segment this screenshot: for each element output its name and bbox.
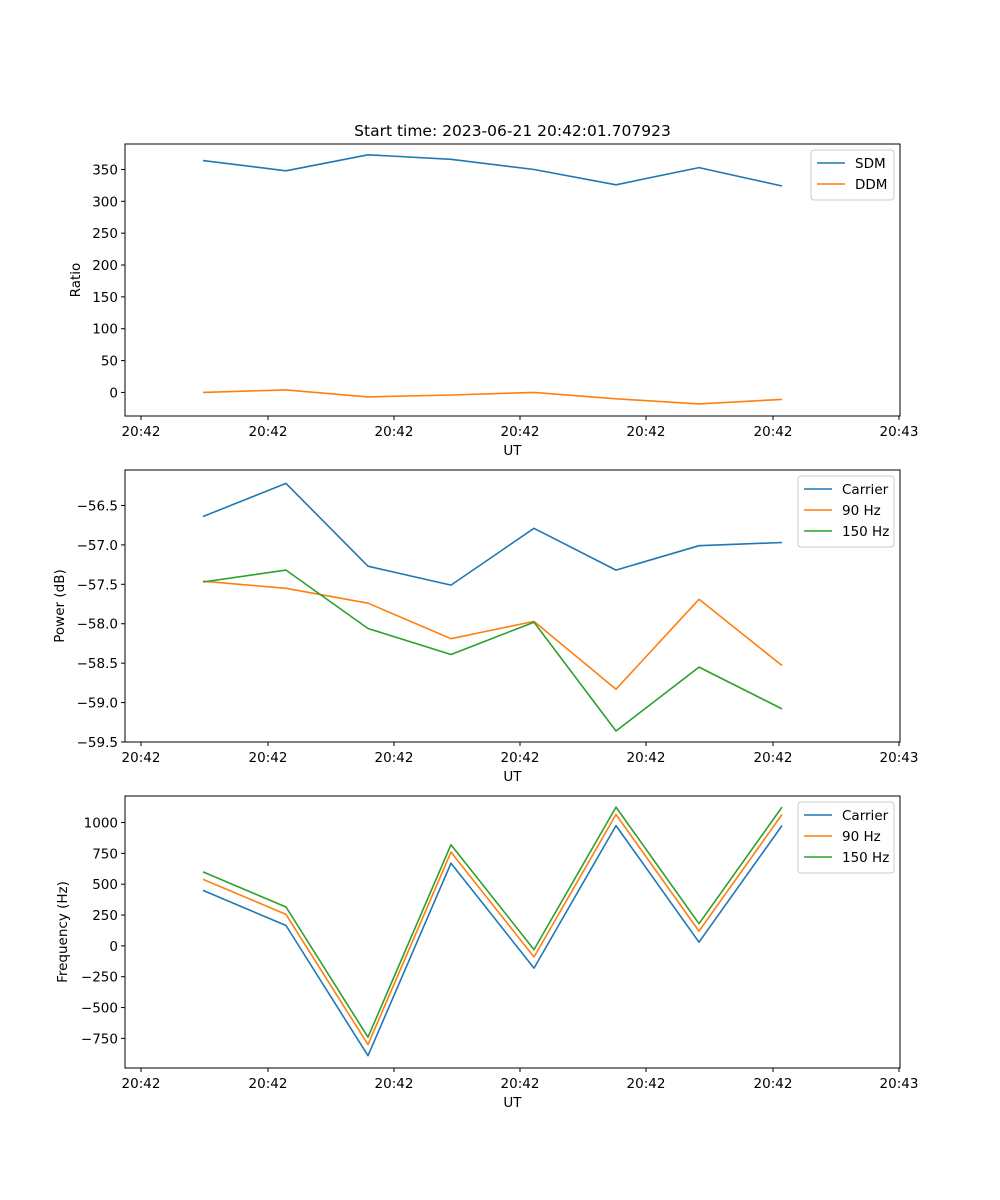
- x-tick-label: 20:42: [754, 1076, 793, 1092]
- legend-label: DDM: [855, 177, 887, 193]
- series-line-90-hz: [202, 580, 783, 691]
- y-tick-label: −59.5: [77, 735, 118, 751]
- y-tick-label: 0: [109, 385, 118, 401]
- y-tick-label: 250: [92, 908, 118, 924]
- legend-box: [797, 475, 895, 548]
- y-tick-label: 1000: [84, 816, 118, 832]
- x-tick-label: 20:42: [122, 424, 161, 440]
- plot-frame: [124, 795, 901, 1069]
- series-line-carrier: [202, 824, 783, 1057]
- x-tick-label: 20:42: [501, 1076, 540, 1092]
- x-tick-label: 20:42: [501, 424, 540, 440]
- x-axis-label: UT: [503, 769, 522, 785]
- x-tick-label: 20:42: [249, 424, 288, 440]
- y-tick-label: −58.5: [77, 656, 118, 672]
- y-axis-label: Ratio: [68, 263, 84, 298]
- x-tick-label: 20:42: [375, 750, 414, 766]
- chart-title: Start time: 2023-06-21 20:42:01.707923: [354, 122, 671, 140]
- x-tick-label: 20:42: [627, 750, 666, 766]
- plot-frame: [124, 469, 901, 743]
- legend: SDM DDM: [810, 149, 895, 201]
- y-tick-label: −56.5: [77, 498, 118, 514]
- legend-label: 150 Hz: [842, 850, 889, 866]
- y-tick-label: 100: [92, 322, 118, 338]
- y-tick-label: −59.0: [77, 696, 118, 712]
- series-line-150-hz: [202, 569, 783, 732]
- y-tick-label: 0: [109, 939, 118, 955]
- legend: Carrier 90 Hz 150 Hz: [797, 801, 895, 874]
- x-tick-label: 20:42: [627, 1076, 666, 1092]
- x-tick-label: 20:43: [880, 1076, 919, 1092]
- chart-panel-2: 20:42 20:42 20:42 20:42 20:42 20:42 20:43 UT −59…: [52, 469, 919, 785]
- y-axis-label: Frequency (Hz): [55, 881, 71, 983]
- legend-label: Carrier: [842, 808, 889, 824]
- legend: Carrier 90 Hz 150 Hz: [797, 475, 895, 548]
- legend-label: 150 Hz: [842, 524, 889, 540]
- x-tick-label: 20:42: [249, 750, 288, 766]
- x-axis-label: UT: [503, 443, 522, 459]
- y-tick-label: 250: [92, 226, 118, 242]
- series-line-ddm: [202, 389, 783, 405]
- x-tick-label: 20:42: [754, 424, 793, 440]
- legend-label: Carrier: [842, 482, 889, 498]
- plot-frame: [124, 143, 901, 417]
- y-tick-label: 300: [92, 194, 118, 210]
- x-tick-label: 20:43: [880, 750, 919, 766]
- y-tick-label: −57.0: [77, 538, 118, 554]
- x-tick-label: 20:42: [754, 750, 793, 766]
- y-tick-label: 350: [92, 162, 118, 178]
- y-tick-label: −58.0: [77, 617, 118, 633]
- y-tick-label: 750: [92, 846, 118, 862]
- series-line-90-hz: [202, 813, 783, 1046]
- y-tick-label: −250: [81, 970, 118, 986]
- x-tick-label: 20:42: [375, 424, 414, 440]
- series-line-150-hz: [202, 806, 783, 1038]
- y-tick-label: 50: [101, 354, 118, 370]
- legend-box: [797, 801, 895, 874]
- legend-label: 90 Hz: [842, 503, 881, 519]
- x-tick-label: 20:42: [627, 424, 666, 440]
- y-tick-label: 150: [92, 290, 118, 306]
- x-tick-label: 20:43: [880, 424, 919, 440]
- y-tick-label: 200: [92, 258, 118, 274]
- chart-panel-1: 20:42 20:42 20:42 20:42 20:42 20:42 20:43 UT 0 50…: [68, 143, 919, 459]
- x-tick-label: 20:42: [375, 1076, 414, 1092]
- y-tick-label: −750: [81, 1031, 118, 1047]
- series-line-carrier: [202, 482, 783, 586]
- y-axis-label: Power (dB): [52, 569, 68, 642]
- x-tick-label: 20:42: [249, 1076, 288, 1092]
- x-tick-label: 20:42: [122, 750, 161, 766]
- x-axis-label: UT: [503, 1095, 522, 1111]
- y-tick-label: 500: [92, 877, 118, 893]
- series-line-sdm: [202, 154, 783, 187]
- x-tick-label: 20:42: [501, 750, 540, 766]
- chart-panel-3: 20:42 20:42 20:42 20:42 20:42 20:42 20:43 UT −75…: [55, 795, 919, 1111]
- x-tick-label: 20:42: [122, 1076, 161, 1092]
- legend-label: 90 Hz: [842, 829, 881, 845]
- legend-label: SDM: [855, 156, 886, 172]
- y-tick-label: −57.5: [77, 577, 118, 593]
- y-tick-label: −500: [81, 1001, 118, 1017]
